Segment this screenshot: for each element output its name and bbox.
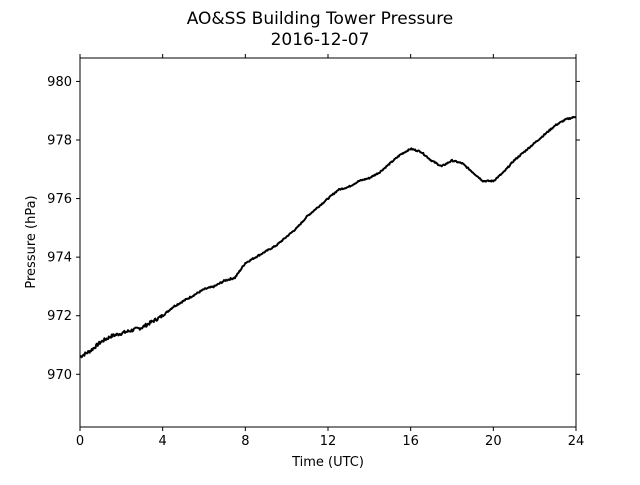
x-tick-label: 24 <box>568 434 585 449</box>
x-axis-label: Time (UTC) <box>291 455 364 470</box>
chart-title: AO&SS Building Tower Pressure <box>187 9 454 29</box>
y-axis-label: Pressure (hPa) <box>24 195 39 288</box>
y-tick-label: 974 <box>47 251 72 266</box>
y-tick-label: 970 <box>47 368 72 383</box>
x-tick-label: 16 <box>402 434 419 449</box>
axis-ticks: 0 4 8 12 16 20 24 970 972 974 976 978 980 <box>47 54 584 449</box>
data-series <box>79 115 577 359</box>
y-tick-label: 972 <box>47 309 72 324</box>
plot-frame <box>79 57 577 428</box>
x-tick-label: 12 <box>320 434 337 449</box>
x-tick-label: 8 <box>241 434 249 449</box>
x-tick-label: 0 <box>76 434 84 449</box>
chart-subtitle: 2016-12-07 <box>271 30 370 50</box>
y-tick-label: 976 <box>47 192 72 207</box>
y-tick-label: 978 <box>47 134 72 149</box>
x-tick-label: 20 <box>485 434 502 449</box>
x-tick-label: 4 <box>159 434 167 449</box>
pressure-series-line <box>79 115 577 359</box>
y-tick-label: 980 <box>47 75 72 90</box>
